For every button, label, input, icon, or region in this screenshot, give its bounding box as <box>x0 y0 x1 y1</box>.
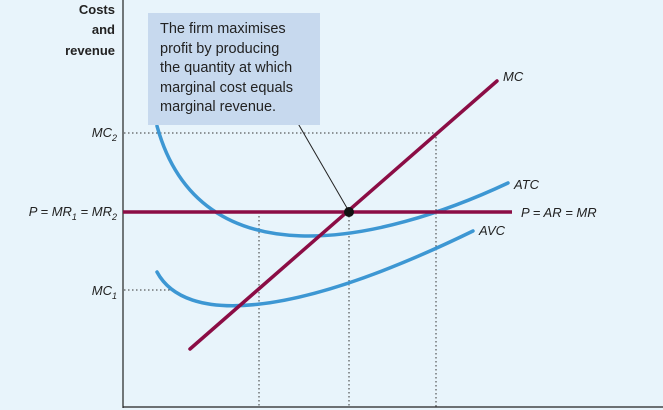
demand-curve-label: P = AR = MR <box>521 205 597 220</box>
annotation-line: profit by producing <box>160 40 280 57</box>
mc-curve-label: MC <box>503 69 524 84</box>
y-axis-title-line1: Costs <box>79 2 115 17</box>
y-axis-title-line2: and <box>92 22 115 37</box>
annotation-line: the quantity at which <box>160 60 293 76</box>
mc1-label: MC1 <box>92 283 117 301</box>
equilibrium-point <box>344 207 354 217</box>
avc-curve <box>155 229 475 308</box>
mc2-label: MC2 <box>92 125 117 143</box>
mc2-label-base: MC <box>92 125 113 140</box>
mc1-label-sub: 1 <box>112 291 117 301</box>
annotation-box <box>148 13 320 125</box>
annotation-line: The firm maximises <box>160 21 286 37</box>
mc-line <box>188 79 499 351</box>
price-label-sub1: 1 <box>72 212 77 222</box>
mc1-label-base: MC <box>92 283 113 298</box>
atc-curve-label: ATC <box>513 177 540 192</box>
price-label-sub2: 2 <box>111 212 117 222</box>
mc2-label-sub: 2 <box>111 133 117 143</box>
atc-curve <box>155 124 510 238</box>
y-axis-title-line3: revenue <box>65 43 115 58</box>
annotation-text: The firm maximises profit by producing t… <box>160 20 318 118</box>
guide-lines <box>124 132 437 407</box>
price-label-mid: = MR <box>77 204 112 219</box>
annotation-line: marginal cost equals <box>160 79 293 96</box>
price-label: P = MR1 = MR2 <box>29 204 117 222</box>
avc-curve-label: AVC <box>478 223 506 238</box>
annotation-pointer <box>295 119 348 209</box>
price-label-text: P = MR <box>29 204 72 219</box>
annotation-line: marginal revenue. <box>160 99 277 115</box>
